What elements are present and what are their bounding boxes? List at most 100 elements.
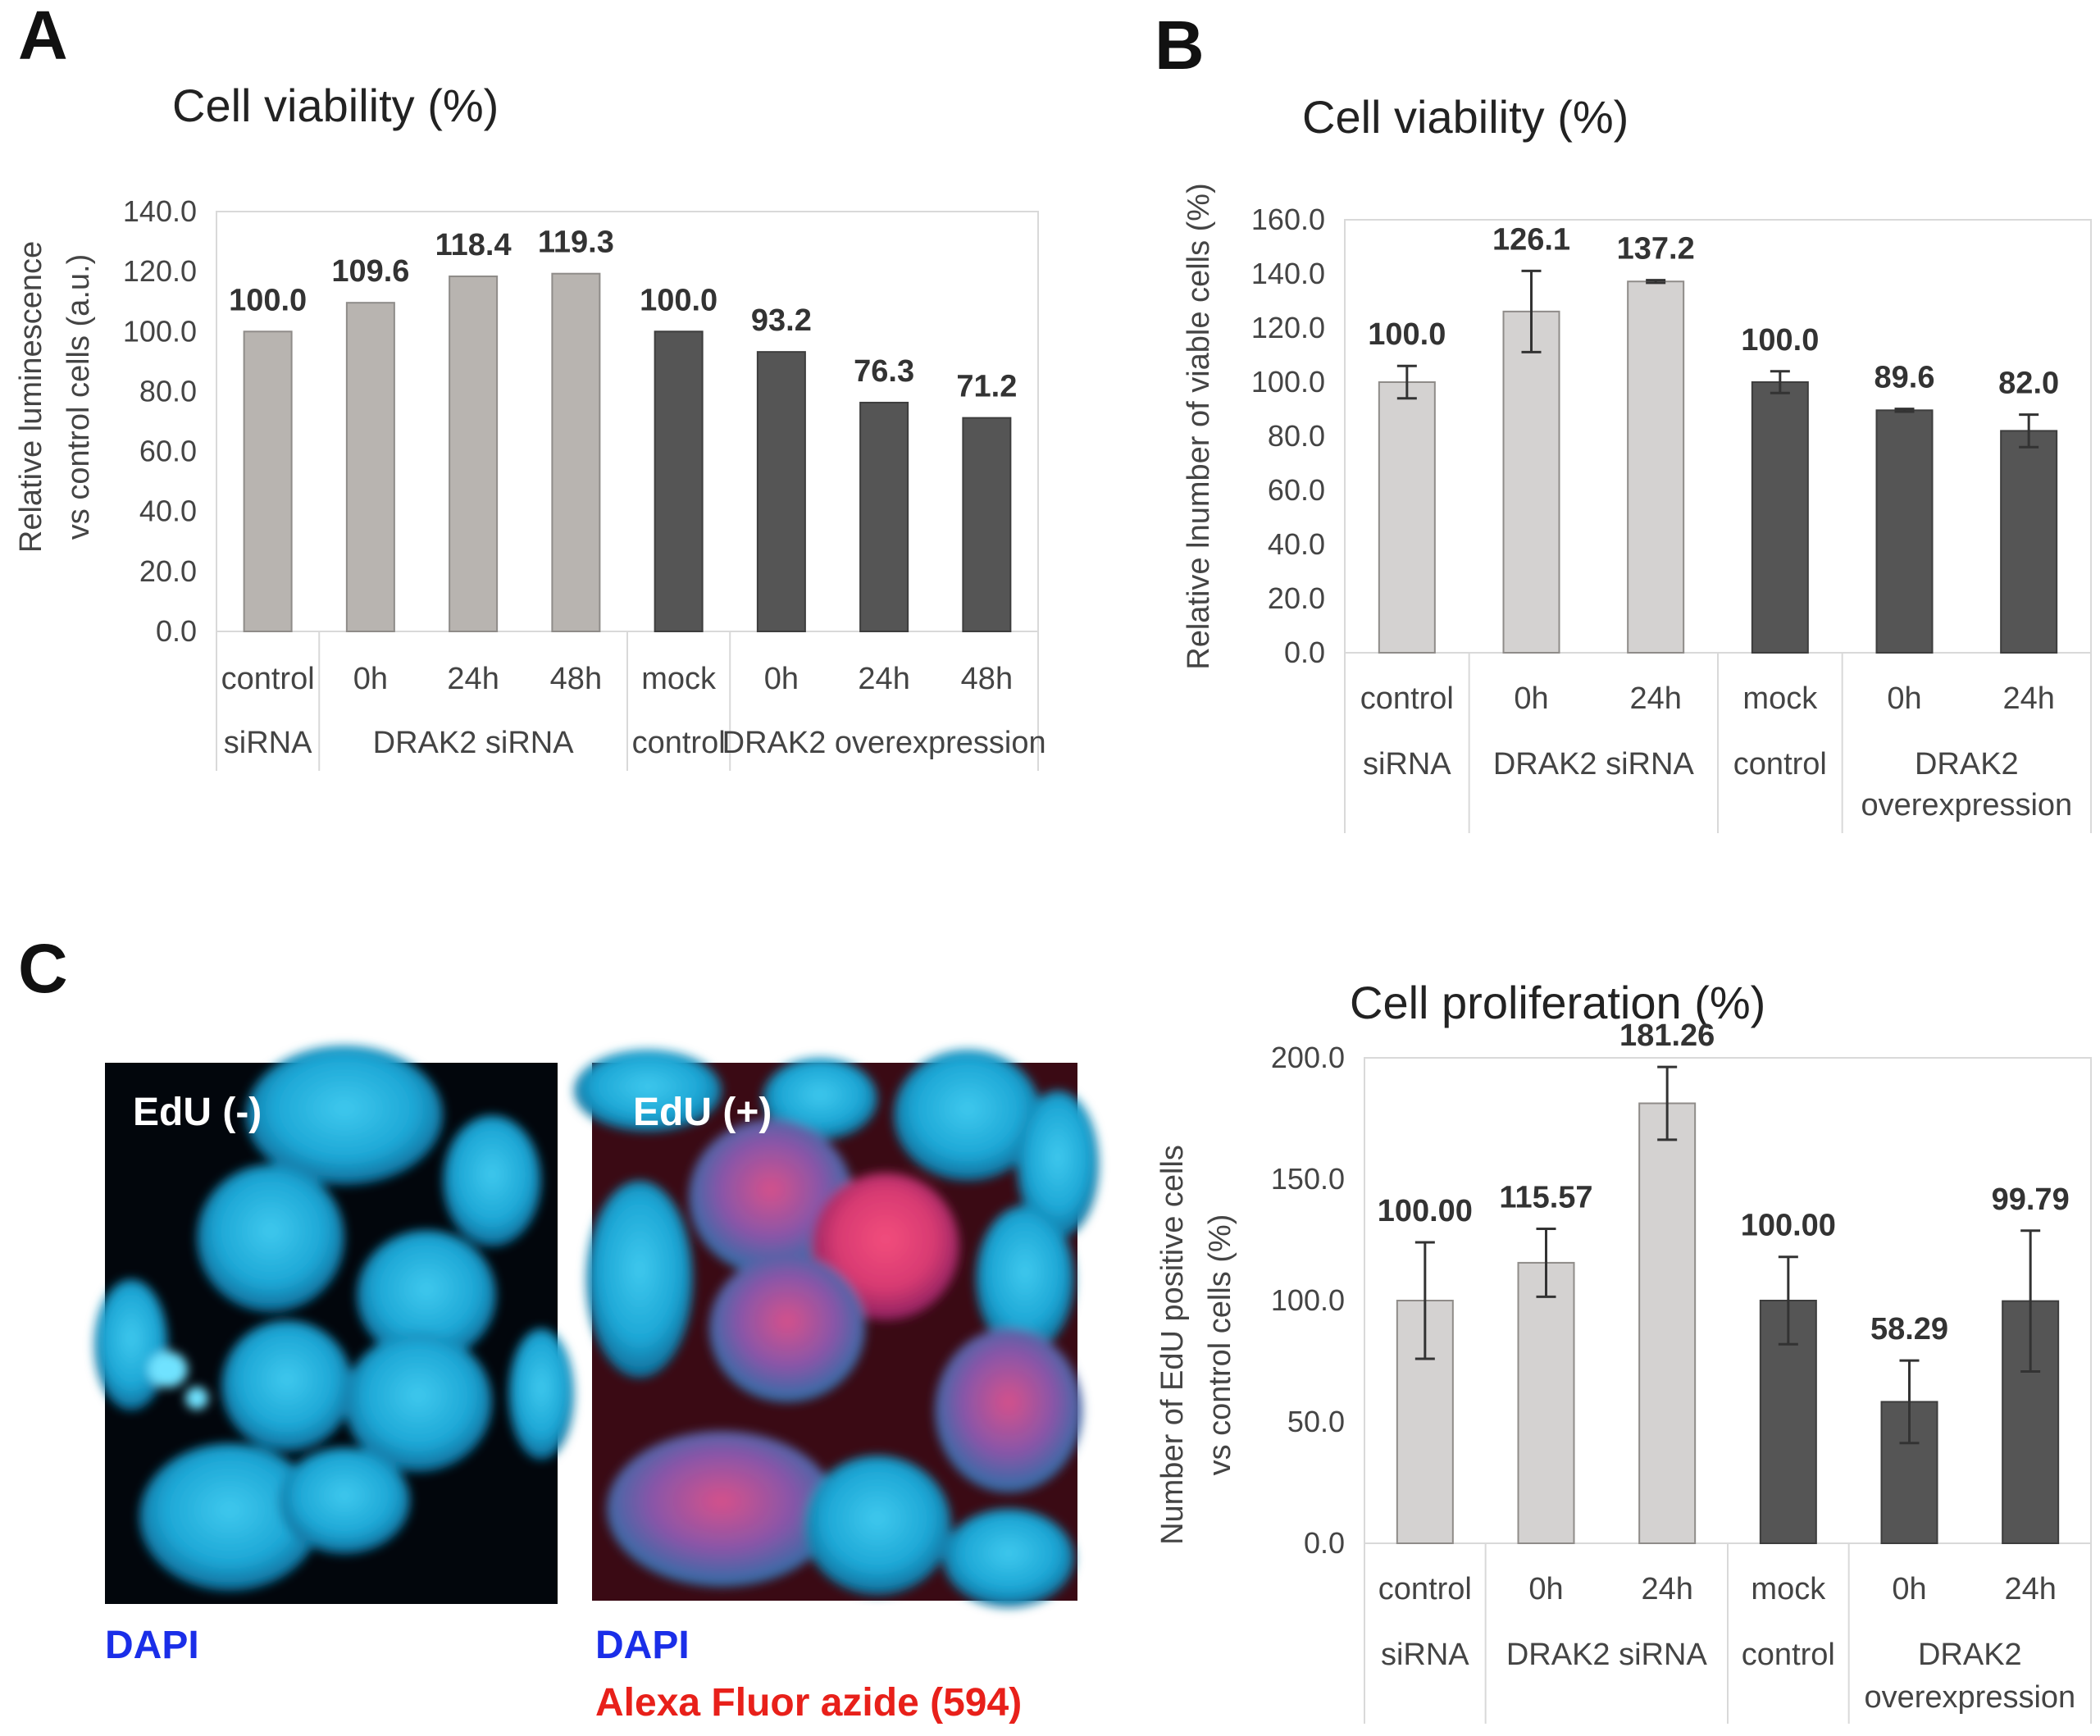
category-label: 0h <box>1887 681 1921 716</box>
y-tick-label: 140.0 <box>1251 257 1325 290</box>
category-label: 0h <box>1528 1572 1563 1606</box>
edu-positive-label: EdU (+) <box>633 1091 772 1134</box>
y-tick-label: 40.0 <box>1268 527 1325 561</box>
value-label: 181.26 <box>1619 1018 1715 1053</box>
category-label: control <box>221 662 315 696</box>
value-label: 115.57 <box>1499 1180 1592 1214</box>
value-label: 100.0 <box>1741 323 1819 358</box>
y-tick-label: 80.0 <box>139 374 197 408</box>
panel-label-c: C <box>18 930 68 1007</box>
value-label: 58.29 <box>1870 1312 1948 1346</box>
group-label: DRAK2 siRNA <box>373 726 575 760</box>
category-label: 0h <box>353 662 388 696</box>
bar <box>345 302 395 632</box>
y-tick-label: 60.0 <box>1268 473 1325 507</box>
group-label: DRAK2 siRNA <box>1493 747 1695 781</box>
bar <box>243 330 293 632</box>
y-tick-label: 120.0 <box>123 254 197 288</box>
caption-dapi-right: DAPI <box>595 1624 690 1667</box>
group-label: DRAK2 siRNA <box>1506 1638 1708 1672</box>
chart-a: Cell viability (%) 0.0 20.0 40.0 60.0 80.0 100… <box>14 80 1046 771</box>
category-label: 0h <box>1514 681 1548 716</box>
bar <box>1638 1102 1697 1545</box>
y-tick-label: 40.0 <box>139 494 197 528</box>
value-label: 118.4 <box>435 228 512 262</box>
value-label: 99.79 <box>1992 1182 2070 1217</box>
category-label: 24h <box>1629 681 1681 716</box>
value-label: 119.3 <box>538 226 614 260</box>
category-label: control <box>1360 681 1454 716</box>
category-label: 24h <box>2004 1572 2056 1606</box>
y-tick-label: 20.0 <box>139 554 197 588</box>
caption-dapi-left: DAPI <box>105 1624 199 1667</box>
y-tick-label: 0.0 <box>1304 1526 1345 1560</box>
group-label: DRAK2 <box>1915 747 2019 781</box>
y-axis-title: Relative lnumber of viable cells (%) <box>1182 183 1216 669</box>
y-axis-title: Number of EdU positive cells <box>1155 1145 1190 1545</box>
bar <box>1378 381 1436 654</box>
value-label: 100.00 <box>1378 1194 1473 1228</box>
value-label: 71.2 <box>956 370 1017 404</box>
y-tick-label: 140.0 <box>123 194 197 228</box>
group-label: overexpression <box>1861 788 2072 822</box>
bar <box>449 275 499 632</box>
bar <box>756 351 806 632</box>
group-label: overexpression <box>1864 1680 2075 1715</box>
y-axis-title: Relative luminescence <box>14 241 48 553</box>
y-tick-label: 80.0 <box>1268 419 1325 453</box>
chart-title: Cell viability (%) <box>172 80 499 131</box>
value-label: 93.2 <box>751 303 812 338</box>
category-label: mock <box>1751 1572 1826 1606</box>
group-label: control <box>632 726 726 760</box>
y-tick-label: 100.0 <box>1271 1283 1345 1317</box>
bar <box>2000 430 2058 654</box>
y-tick-label: 100.0 <box>1251 365 1325 399</box>
y-tick-label: 60.0 <box>139 435 197 468</box>
plot-area <box>1344 219 2092 654</box>
group-label: DRAK2 overexpression <box>722 726 1046 760</box>
edu-negative-label: EdU (-) <box>133 1091 262 1134</box>
chart-title: Cell viability (%) <box>1302 91 1629 143</box>
y-tick-label: 0.0 <box>156 614 197 648</box>
micrograph-edu-positive: EdU (+) <box>574 1050 1099 1607</box>
value-label: 100.00 <box>1741 1209 1836 1243</box>
y-tick-label: 100.0 <box>123 314 197 348</box>
group-label: siRNA <box>224 726 312 760</box>
value-label: 100.0 <box>1368 317 1446 352</box>
bar <box>1502 310 1560 654</box>
value-label: 100.0 <box>640 283 717 317</box>
bar <box>551 272 601 632</box>
y-axis-title: vs control cells (%) <box>1203 1214 1237 1476</box>
panel-label-b: B <box>1155 7 1205 84</box>
category-label: 24h <box>447 662 499 696</box>
category-label: mock <box>641 662 717 696</box>
value-label: 100.0 <box>229 283 307 317</box>
y-axis-title: vs control cells (a.u.) <box>61 254 96 540</box>
bar <box>654 330 704 632</box>
y-tick-label: 200.0 <box>1271 1041 1345 1074</box>
bar <box>1517 1261 1575 1545</box>
group-label: siRNA <box>1381 1638 1469 1672</box>
category-label: 48h <box>961 662 1013 696</box>
bar <box>859 401 909 632</box>
y-tick-label: 20.0 <box>1268 581 1325 615</box>
bar <box>1751 381 1809 654</box>
plot-area <box>1364 1057 2092 1544</box>
y-tick-label: 160.0 <box>1251 203 1325 236</box>
value-label: 109.6 <box>331 254 409 289</box>
group-label: control <box>1733 747 1827 781</box>
category-label: 24h <box>858 662 909 696</box>
group-label: siRNA <box>1363 747 1451 781</box>
category-label: mock <box>1742 681 1818 716</box>
group-label: control <box>1742 1638 1835 1672</box>
panel-label-a: A <box>18 0 68 74</box>
y-tick-label: 150.0 <box>1271 1162 1345 1196</box>
chart-b: Cell viability (%) 0.0 20.0 40.0 60.0 80.0 100… <box>1182 91 2092 833</box>
bar <box>1627 280 1685 654</box>
value-label: 137.2 <box>1617 232 1695 267</box>
y-tick-label: 120.0 <box>1251 311 1325 344</box>
bar <box>1875 409 1934 654</box>
value-label: 126.1 <box>1492 222 1570 257</box>
group-label: DRAK2 <box>1918 1638 2022 1672</box>
